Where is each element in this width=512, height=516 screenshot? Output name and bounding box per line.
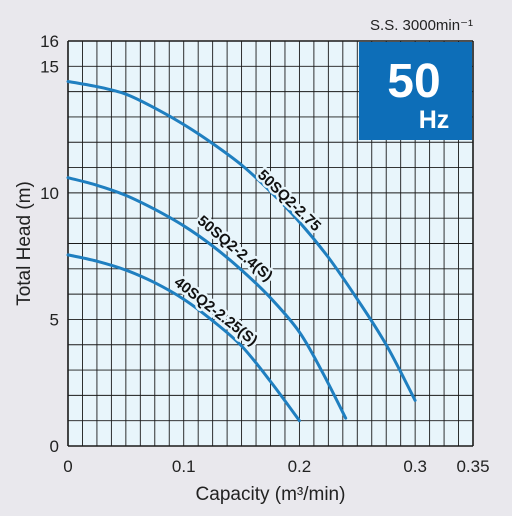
frequency-badge-box bbox=[359, 42, 472, 140]
curves bbox=[66, 80, 417, 423]
x-tick-label: 0.2 bbox=[288, 457, 312, 476]
y-tick-label: 0 bbox=[50, 437, 59, 456]
tick-labels: 0 0.1 0.2 0.3 0.35 0 5 10 15 16 bbox=[40, 32, 489, 476]
x-tick-label: 0.3 bbox=[403, 457, 427, 476]
grid bbox=[67, 40, 474, 447]
y-tick-label: 10 bbox=[40, 184, 59, 203]
series-line-2 bbox=[66, 176, 348, 420]
y-axis-title: Total Head (m) bbox=[14, 181, 35, 306]
frequency-badge: 50 Hz bbox=[359, 42, 472, 140]
y-tick-label: 15 bbox=[40, 57, 59, 76]
x-tick-label: 0.1 bbox=[172, 457, 196, 476]
x-tick-label: 0 bbox=[63, 457, 72, 476]
x-axis-title: Capacity (m³/min) bbox=[196, 484, 346, 505]
series-line-1 bbox=[66, 80, 417, 402]
frequency-badge-value: 50 bbox=[387, 55, 440, 108]
y-tick-label: 16 bbox=[40, 32, 59, 51]
speed-label: S.S. 3000min⁻¹ bbox=[370, 17, 473, 34]
series-line-3 bbox=[66, 253, 301, 423]
y-tick-label: 5 bbox=[50, 310, 59, 329]
x-tick-label: 0.35 bbox=[456, 457, 489, 476]
frequency-badge-unit: Hz bbox=[419, 106, 450, 134]
